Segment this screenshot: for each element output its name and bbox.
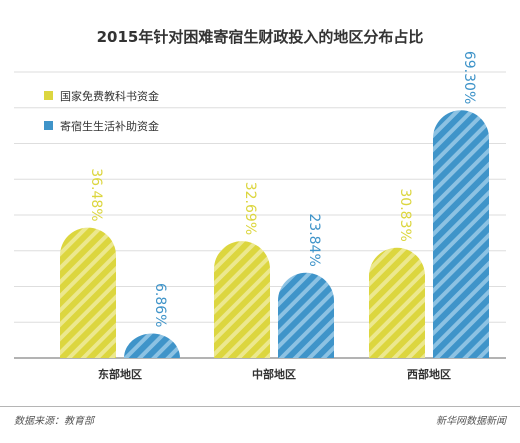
source-note: 数据来源：教育部	[14, 416, 94, 427]
legend-swatch	[44, 121, 53, 130]
x-tick-label: 中部地区	[252, 367, 296, 381]
data-label: 23.84%	[306, 213, 322, 266]
bar	[433, 110, 489, 359]
data-label: 32.69%	[242, 182, 258, 235]
x-tick-label: 西部地区	[407, 367, 451, 381]
legend-swatch	[44, 91, 53, 100]
x-tick-label: 东部地区	[98, 367, 142, 381]
data-label: 6.86%	[152, 283, 168, 327]
bar	[124, 333, 180, 358]
data-labels: 36.48% 6.86% 32.69% 23.84% 30.83% 69.30%	[88, 51, 477, 328]
data-label: 30.83%	[397, 188, 413, 241]
footer-divider	[0, 406, 520, 407]
legend-label: 国家免费教科书资金	[60, 89, 159, 103]
bar	[278, 272, 334, 358]
data-label: 69.30%	[461, 51, 477, 104]
bars	[60, 110, 489, 359]
brand-credit: 新华网数据新闻	[436, 416, 506, 427]
data-label: 36.48%	[88, 168, 104, 221]
chart-title: 2015年针对困难寄宿生财政投入的地区分布占比	[97, 28, 424, 46]
bar-chart: 2015年针对困难寄宿生财政投入的地区分布占比 国家免费教科书资金寄宿生生活补助…	[14, 28, 506, 381]
bar	[60, 227, 117, 358]
x-axis: 东部地区 中部地区 西部地区	[98, 367, 451, 381]
bar	[214, 241, 270, 358]
legend-label: 寄宿生生活补助资金	[60, 119, 159, 133]
bar	[369, 247, 425, 358]
